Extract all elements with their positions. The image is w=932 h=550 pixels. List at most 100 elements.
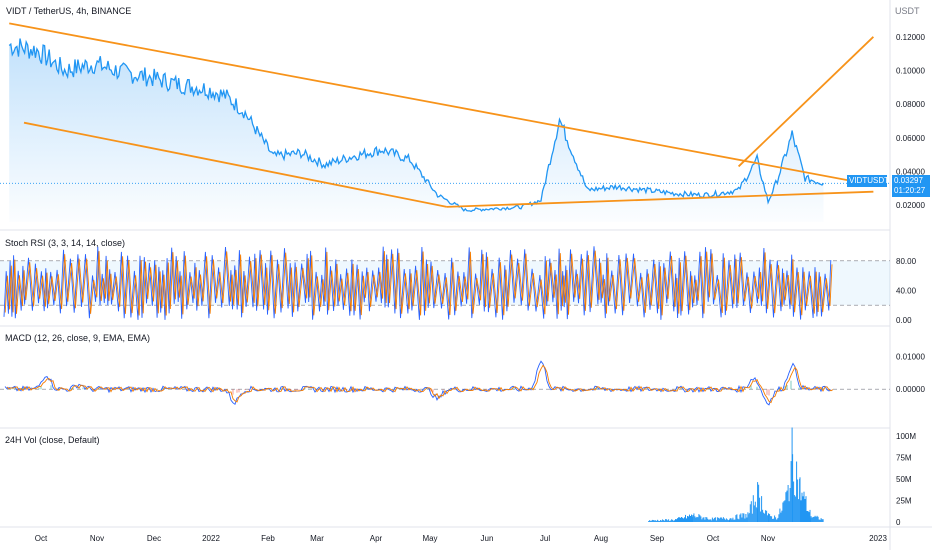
volume-bar — [775, 517, 777, 522]
volume-bar — [743, 513, 745, 522]
volume-bar — [757, 482, 759, 522]
volume-bar — [703, 517, 705, 522]
volume-bar — [673, 520, 675, 522]
volume-bar — [741, 517, 743, 522]
volume-bar — [667, 520, 669, 522]
volume-bar — [755, 507, 757, 522]
price-axis-label: 0.02000 — [896, 201, 925, 210]
volume-title[interactable]: 24H Vol (close, Default) — [5, 435, 100, 445]
symbol-title[interactable]: VIDT / TetherUS, 4h, BINANCE — [6, 6, 132, 16]
time-axis-label: 2022 — [202, 534, 220, 543]
volume-bar — [778, 514, 780, 522]
volume-bar — [660, 520, 662, 522]
volume-bar — [700, 516, 702, 522]
macd-pane[interactable] — [0, 360, 890, 406]
volume-bar — [786, 490, 788, 522]
volume-bar — [793, 481, 795, 522]
volume-bar — [813, 516, 815, 522]
price-axis-label: 0.12000 — [896, 33, 925, 42]
volume-bar — [726, 519, 728, 522]
volume-bar — [736, 514, 738, 522]
volume-pane[interactable] — [648, 427, 824, 523]
volume-bar — [650, 520, 652, 522]
volume-bar — [665, 519, 667, 522]
volume-bar — [806, 511, 808, 522]
volume-bar — [653, 520, 655, 522]
volume-bar — [799, 477, 801, 522]
volume-bar — [796, 461, 798, 522]
volume-bar — [687, 516, 688, 522]
volume-bar — [676, 519, 677, 522]
time-axis-label: 2023 — [869, 534, 887, 543]
volume-axis-label: 25M — [896, 497, 912, 506]
volume-bar — [675, 519, 676, 522]
stoch-rsi-title[interactable]: Stoch RSI (3, 3, 14, 14, close) — [5, 238, 126, 248]
volume-bar — [735, 515, 737, 522]
volume-bar — [693, 513, 695, 522]
volume-bar — [812, 517, 814, 522]
volume-axis-label: 0 — [896, 518, 901, 527]
volume-bar — [815, 516, 817, 522]
time-axis-label: Nov — [761, 534, 775, 543]
volume-bar — [776, 519, 778, 522]
volume-bar — [746, 517, 748, 522]
volume-bar — [808, 512, 810, 522]
volume-bar — [657, 519, 659, 522]
volume-bar — [752, 495, 754, 522]
volume-bar — [759, 497, 761, 522]
volume-bar — [701, 519, 703, 522]
time-axis-label: Oct — [35, 534, 48, 543]
volume-bar — [708, 519, 710, 522]
ticker-badge: VIDTUSDT — [847, 175, 889, 187]
volume-bar — [777, 517, 779, 522]
volume-bar — [769, 514, 771, 522]
volume-bar — [713, 517, 715, 522]
volume-bar — [648, 521, 650, 522]
volume-bar — [734, 519, 736, 522]
volume-bar — [672, 519, 674, 522]
volume-bar — [683, 518, 684, 522]
volume-bar — [801, 492, 803, 522]
volume-bar — [691, 514, 692, 522]
volume-axis-label: 50M — [896, 475, 912, 484]
volume-bar — [800, 500, 802, 522]
volume-bar — [767, 515, 769, 522]
volume-bar — [770, 516, 772, 522]
volume-bar — [792, 454, 794, 522]
volume-bar — [725, 518, 727, 522]
stoch-rsi-pane[interactable] — [0, 246, 890, 320]
volume-bar — [661, 520, 663, 522]
volume-bar — [805, 496, 807, 522]
volume-bar — [723, 518, 725, 522]
volume-bar — [671, 519, 673, 522]
volume-bar — [817, 516, 819, 522]
volume-bar — [730, 518, 732, 522]
price-pane[interactable] — [0, 22, 890, 222]
volume-bar — [751, 513, 753, 522]
volume-bar — [669, 520, 671, 522]
volume-bar — [742, 513, 744, 522]
volume-bar — [788, 501, 790, 522]
stoch-axis-label: 80.00 — [896, 257, 917, 266]
volume-bar — [721, 518, 723, 522]
trendline — [23, 121, 448, 208]
volume-bar — [807, 511, 809, 522]
currency-label: USDT — [895, 6, 920, 16]
volume-bar — [710, 520, 712, 522]
volume-bar — [760, 511, 762, 522]
trendline — [9, 22, 874, 186]
volume-axis-label: 100M — [896, 432, 916, 441]
volume-bar — [663, 520, 665, 522]
volume-bar — [738, 519, 740, 522]
volume-bar — [749, 504, 751, 522]
time-axis-label: Apr — [370, 534, 383, 543]
volume-bar — [821, 519, 823, 522]
volume-bar — [727, 520, 729, 522]
volume-bar — [716, 517, 718, 522]
volume-bar — [771, 516, 773, 522]
macd-title[interactable]: MACD (12, 26, close, 9, EMA, EMA) — [5, 333, 151, 343]
volume-bar — [780, 512, 782, 522]
time-axis-label: Dec — [147, 534, 161, 543]
volume-bar — [694, 516, 696, 522]
